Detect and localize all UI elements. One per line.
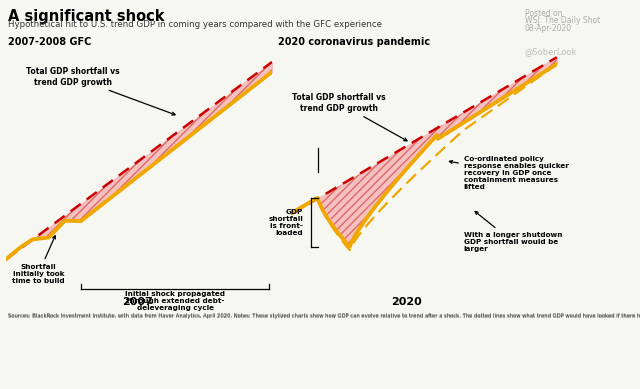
Text: Total GDP shortfall vs
trend GDP growth: Total GDP shortfall vs trend GDP growth: [26, 67, 175, 115]
Text: 2020: 2020: [391, 297, 422, 307]
Text: Shortfall
initially took
time to build: Shortfall initially took time to build: [12, 236, 65, 284]
Text: Sources: BlackRock Investment Institute, with data from Haver Analytics, April 2: Sources: BlackRock Investment Institute,…: [8, 313, 640, 318]
Text: GDP
shortfall
is front-
loaded: GDP shortfall is front- loaded: [268, 209, 303, 236]
Text: 2020 coronavirus pandemic: 2020 coronavirus pandemic: [278, 37, 431, 47]
Text: Posted on: Posted on: [525, 9, 563, 18]
Text: @SoberLook: @SoberLook: [525, 47, 577, 56]
Text: WSJ: The Daily Shot: WSJ: The Daily Shot: [525, 16, 600, 25]
Text: With a longer shutdown
GDP shortfall would be
larger: With a longer shutdown GDP shortfall wou…: [464, 212, 563, 252]
Text: 2007: 2007: [122, 297, 153, 307]
Text: Co-ordinated policy
response enables quicker
recovery in GDP once
containment me: Co-ordinated policy response enables qui…: [449, 156, 569, 190]
Text: Total GDP shortfall vs
trend GDP growth: Total GDP shortfall vs trend GDP growth: [292, 93, 407, 141]
Text: A significant shock: A significant shock: [8, 9, 165, 24]
Text: 08-Apr-2020: 08-Apr-2020: [525, 24, 572, 33]
Text: 2007-2008 GFC: 2007-2008 GFC: [8, 37, 92, 47]
Text: Hypothetical hit to U.S. trend GDP in coming years compared with the GFC experie: Hypothetical hit to U.S. trend GDP in co…: [8, 20, 382, 29]
Text: Initial shock propagated
through extended debt-
deleveraging cycle: Initial shock propagated through extende…: [125, 291, 225, 311]
Text: Sources: BlackRock Investment Institute, with data from Haver Analytics, April 2: Sources: BlackRock Investment Institute,…: [8, 314, 640, 319]
